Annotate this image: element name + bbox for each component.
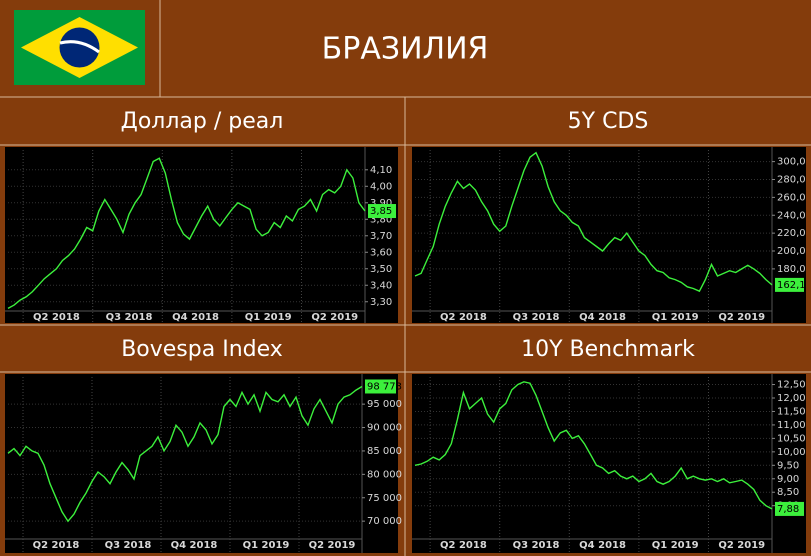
page-title: БРАЗИЛИЯ — [322, 32, 489, 67]
x-tick-label: Q1 2019 — [243, 540, 290, 551]
x-tick-label: Q3 2018 — [105, 540, 152, 551]
y-tick-label: 9,00 — [777, 474, 799, 485]
x-tick-label: Q3 2018 — [513, 312, 560, 323]
y-tick-label: 240,0 — [777, 210, 806, 221]
y-tick-label: 280,0 — [777, 174, 806, 185]
x-tick-label: Q2 2019 — [718, 540, 765, 551]
x-tick-label: Q2 2018 — [33, 312, 80, 323]
y-tick-label: 180,0 — [777, 264, 806, 275]
last-value-label: 7,88 — [777, 504, 799, 515]
last-value-box — [368, 204, 396, 219]
y-tick-label: 75 000 — [367, 493, 402, 504]
y-tick-label: 12,00 — [777, 393, 806, 404]
y-tick-label: 220,0 — [777, 228, 806, 239]
y-tick-label: 10,00 — [777, 447, 806, 458]
y-tick-label: 11,50 — [777, 406, 806, 417]
last-value-label: 162,1 — [777, 280, 806, 291]
y-tick-label: 200,0 — [777, 246, 806, 257]
y-tick-label: 11,00 — [777, 420, 806, 431]
y-tick-label: 70 000 — [367, 516, 402, 527]
y-tick-label: 300,0 — [777, 157, 806, 168]
panel-title: Bovespa Index — [121, 337, 283, 362]
x-tick-label: Q2 2018 — [440, 540, 487, 551]
y-tick-label: 3,80 — [370, 214, 392, 225]
flag-band — [59, 40, 100, 54]
x-tick-label: Q4 2018 — [579, 312, 626, 323]
y-tick-label: 260,0 — [777, 192, 806, 203]
x-tick-label: Q2 2019 — [718, 312, 765, 323]
x-tick-label: Q4 2018 — [579, 540, 626, 551]
y-tick-label: 4,00 — [370, 181, 392, 192]
flag-globe — [59, 27, 100, 68]
y-tick-label: 3,90 — [370, 198, 392, 209]
y-tick-label: 3,30 — [370, 297, 392, 308]
last-value-box — [775, 277, 804, 292]
y-tick-label: 3,40 — [370, 280, 392, 291]
price-line — [7, 385, 363, 523]
x-tick-label: Q2 2019 — [309, 540, 356, 551]
chart-area — [5, 147, 398, 323]
price-line — [414, 151, 773, 293]
x-tick-label: Q2 2019 — [311, 312, 358, 323]
x-tick-label: Q3 2018 — [513, 540, 560, 551]
x-tick-label: Q2 2018 — [33, 540, 80, 551]
x-tick-label: Q2 2018 — [440, 312, 487, 323]
last-value-box — [365, 379, 396, 394]
y-tick-label: 4,10 — [370, 165, 392, 176]
y-tick-label: 8,50 — [777, 487, 799, 498]
x-tick-label: Q1 2019 — [245, 312, 292, 323]
price-line — [7, 157, 366, 310]
y-tick-label: 12,50 — [777, 380, 806, 391]
y-tick-label: 3,70 — [370, 231, 392, 242]
x-tick-label: Q1 2019 — [652, 312, 699, 323]
panel-title: 5Y CDS — [568, 109, 649, 134]
chart-area — [412, 374, 806, 553]
panel-title: 10Y Benchmark — [521, 337, 695, 362]
last-value-label: 98 773 — [367, 381, 402, 392]
x-tick-label: Q1 2019 — [652, 540, 699, 551]
y-tick-label: 95 000 — [367, 399, 402, 410]
y-tick-label: 3,50 — [370, 264, 392, 275]
x-tick-label: Q3 2018 — [106, 312, 153, 323]
x-tick-label: Q4 2018 — [172, 312, 219, 323]
last-value-label: 3,85 — [370, 206, 392, 217]
y-tick-label: 10,50 — [777, 433, 806, 444]
panel-title: Доллар / реал — [121, 109, 284, 134]
chart-area — [5, 374, 398, 553]
x-tick-label: Q4 2018 — [171, 540, 218, 551]
y-tick-label: 90 000 — [367, 423, 402, 434]
flag — [14, 10, 145, 85]
chart-area — [412, 147, 806, 323]
price-line — [414, 381, 773, 510]
y-tick-label: 3,60 — [370, 247, 392, 258]
y-tick-label: 80 000 — [367, 469, 402, 480]
y-tick-label: 9,50 — [777, 460, 799, 471]
last-value-box — [775, 501, 804, 516]
y-tick-label: 85 000 — [367, 446, 402, 457]
